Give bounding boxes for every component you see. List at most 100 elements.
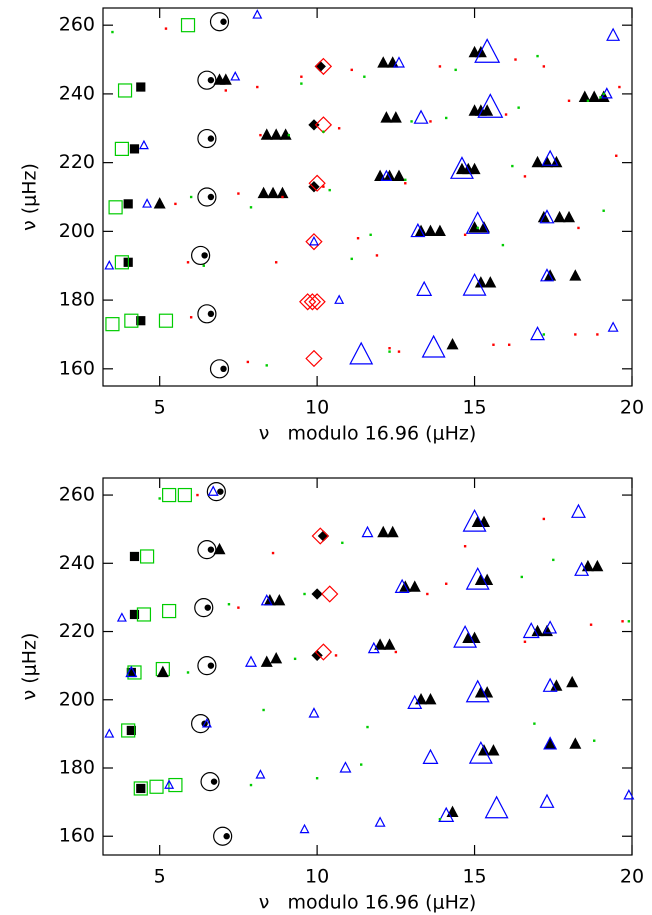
triangle-marker	[541, 149, 559, 166]
triangle-marker	[539, 793, 555, 808]
dot-marker	[227, 603, 231, 606]
square-marker	[177, 487, 192, 503]
circle-dot	[207, 76, 215, 84]
triangle-marker	[606, 27, 621, 41]
circle-dot	[204, 604, 211, 611]
diamond-marker	[314, 57, 333, 76]
dot-marker	[574, 333, 577, 336]
triangle-marker	[553, 210, 566, 223]
dot-marker	[586, 99, 590, 102]
triangle-marker	[446, 805, 459, 817]
dot-marker	[523, 640, 527, 643]
triangle-marker	[542, 677, 558, 692]
dot-marker	[262, 708, 265, 712]
dot-marker	[517, 106, 520, 109]
diamond-marker	[303, 293, 322, 311]
dot-marker	[363, 75, 366, 78]
triangle-marker	[588, 90, 601, 102]
dot-marker	[315, 777, 319, 780]
dot-marker	[404, 182, 407, 185]
circle-dot	[220, 365, 227, 373]
y-axis-label: ν (μHz)	[19, 163, 41, 231]
circle-marker	[194, 598, 214, 618]
triangle-marker	[213, 542, 226, 555]
diamond-marker	[311, 527, 329, 545]
dot-marker	[615, 154, 618, 157]
dot-marker	[445, 116, 448, 120]
dot-marker	[237, 606, 240, 609]
dot-marker	[196, 493, 199, 497]
dot-marker	[189, 195, 193, 199]
dot-marker	[599, 96, 602, 99]
triangle-marker	[424, 224, 437, 236]
square-marker	[136, 82, 146, 92]
diamond-marker	[305, 233, 323, 251]
triangle-marker	[578, 90, 591, 102]
x-tick-label: 10	[305, 866, 329, 888]
triangle-marker	[339, 761, 352, 773]
dot-marker	[627, 620, 631, 623]
triangle-marker	[522, 621, 540, 639]
dot-marker	[454, 68, 457, 72]
triangle-marker	[377, 56, 390, 68]
dot-marker	[186, 671, 190, 674]
dot-marker	[328, 188, 331, 192]
triangle-marker	[104, 728, 115, 738]
dot-marker	[445, 582, 448, 585]
triangle-marker	[349, 341, 374, 365]
dot-marker	[274, 261, 278, 264]
triangle-marker	[392, 56, 405, 68]
circle-marker	[197, 187, 217, 207]
diamond-marker	[308, 119, 320, 131]
dot-marker	[174, 202, 177, 206]
y-tick-label: 240	[59, 552, 95, 574]
circle-dot	[207, 310, 215, 318]
dot-marker	[303, 592, 306, 596]
diamond-marker	[308, 293, 326, 311]
dot-marker	[246, 360, 250, 364]
dot-marker	[366, 725, 369, 729]
dot-marker	[350, 257, 353, 261]
triangle-marker	[207, 485, 219, 496]
triangle-marker	[531, 155, 544, 168]
circle-marker	[197, 304, 217, 324]
triangle-marker	[530, 326, 546, 341]
square-marker	[123, 199, 133, 209]
triangle-marker	[449, 156, 474, 179]
dot-marker	[589, 623, 593, 626]
triangle-marker	[413, 109, 429, 124]
square-marker	[121, 723, 136, 738]
triangle-marker	[543, 736, 558, 750]
square-marker	[105, 317, 120, 332]
triangle-marker	[383, 638, 396, 650]
dot-marker	[504, 113, 508, 116]
y-axis-label: ν (μHz)	[19, 633, 41, 701]
x-tick-label: 15	[462, 866, 486, 888]
triangle-marker	[104, 260, 115, 270]
square-marker	[114, 141, 129, 156]
square-marker	[129, 609, 140, 620]
triangle-marker	[421, 334, 446, 358]
x-tick-label: 15	[462, 397, 486, 419]
dot-marker	[577, 226, 580, 230]
y-tick-label: 200	[59, 220, 95, 242]
plot-frame	[102, 7, 633, 387]
triangle-marker	[465, 566, 490, 590]
square-marker	[136, 783, 146, 794]
triangle-marker	[252, 9, 263, 19]
triangle-marker	[270, 652, 283, 664]
square-marker	[158, 313, 174, 328]
diamond-marker	[305, 349, 323, 368]
circle-dot	[201, 252, 208, 259]
triangle-marker	[570, 503, 586, 518]
dot-marker	[337, 127, 341, 130]
dot-marker	[259, 133, 262, 137]
circle-marker	[197, 128, 217, 149]
diamond-marker	[317, 530, 330, 542]
dot-marker	[322, 185, 325, 188]
dot-marker	[202, 264, 205, 267]
triangle-marker	[623, 789, 635, 800]
dot-marker	[438, 65, 442, 68]
triangle-marker	[607, 321, 619, 332]
